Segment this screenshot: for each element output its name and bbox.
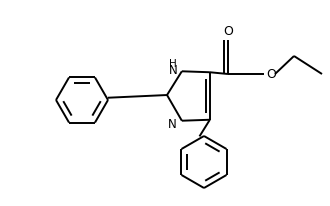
Text: H: H (169, 59, 177, 69)
Text: N: N (168, 118, 176, 131)
Text: N: N (169, 64, 177, 77)
Text: O: O (223, 26, 233, 39)
Text: O: O (266, 68, 276, 81)
